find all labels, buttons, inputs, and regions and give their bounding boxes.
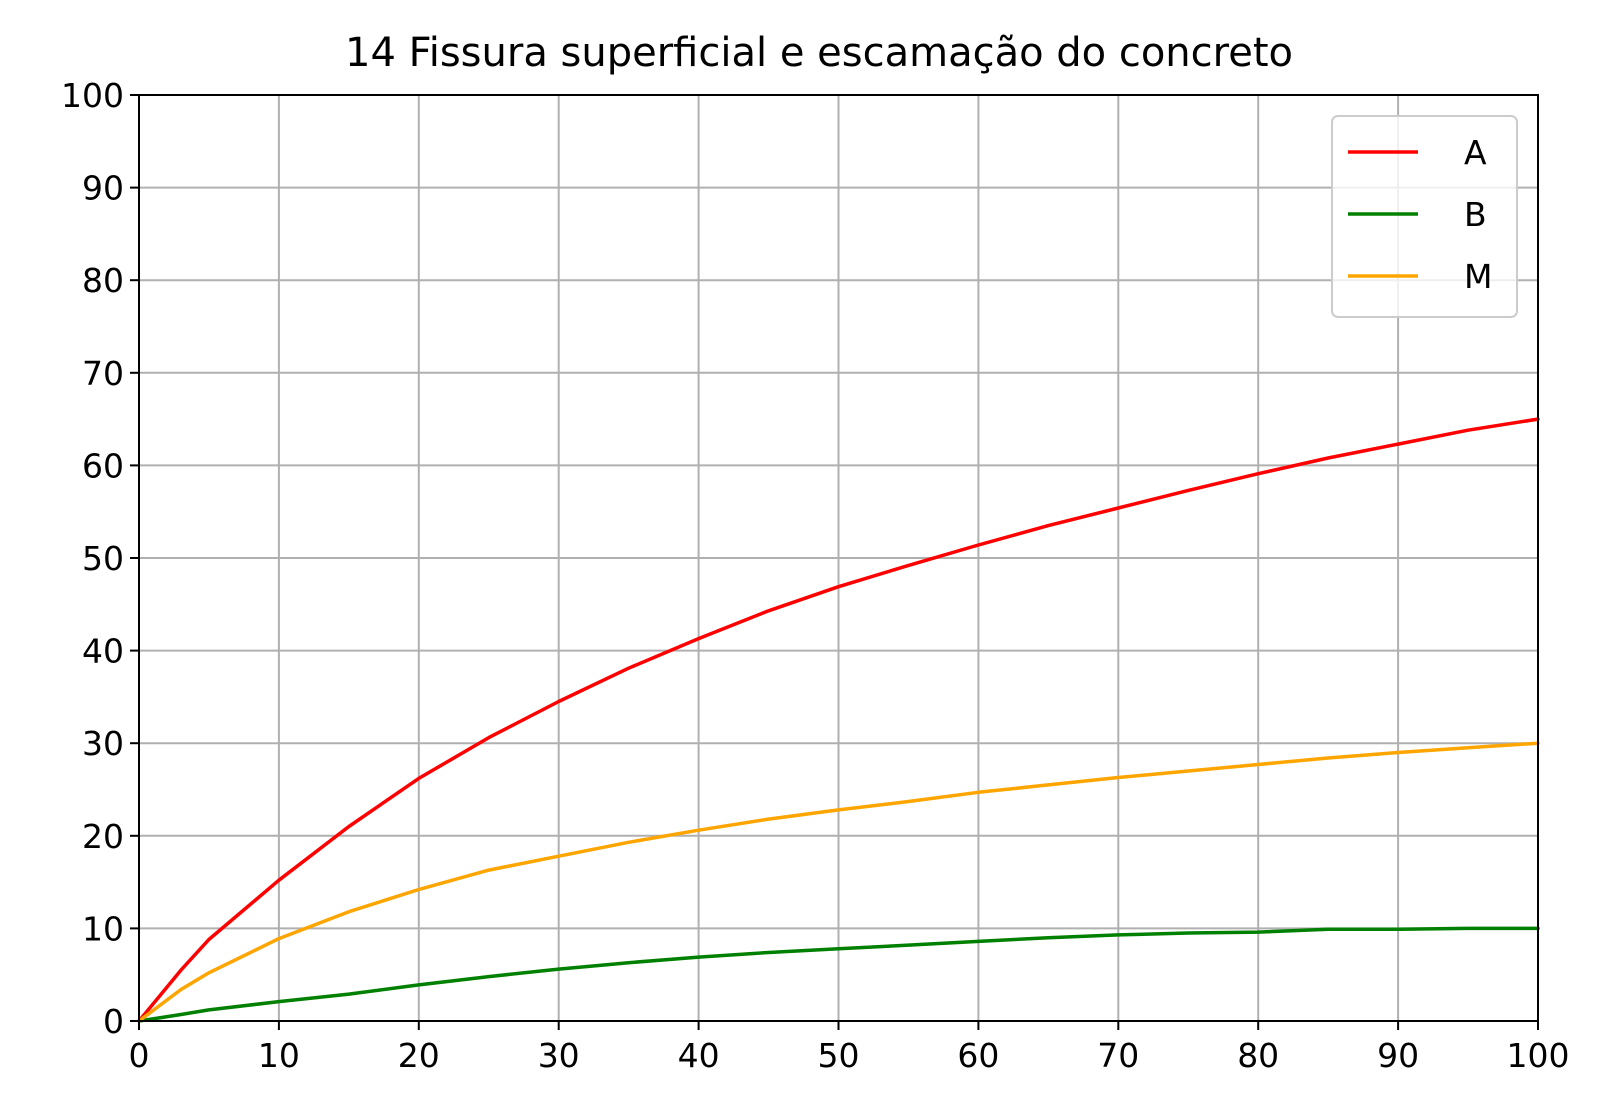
x-tick-label: 0 (129, 1036, 150, 1075)
series-line-b (137, 926, 1540, 1023)
y-tick-label: 20 (82, 817, 124, 856)
y-tick-label: 10 (82, 909, 124, 948)
x-tick-label: 50 (818, 1036, 860, 1075)
x-tick-label: 30 (538, 1036, 580, 1075)
x-tick-label: 10 (258, 1036, 300, 1075)
series-line-a (137, 417, 1540, 1023)
x-tick-label: 80 (1237, 1036, 1279, 1075)
series-group (137, 417, 1540, 1023)
y-tick-label: 100 (61, 76, 124, 115)
x-tick-label: 60 (957, 1036, 999, 1075)
x-tick-label: 70 (1097, 1036, 1139, 1075)
legend-label-a: A (1464, 133, 1487, 172)
legend-label-m: M (1464, 257, 1492, 296)
x-tick-label: 100 (1507, 1036, 1570, 1075)
y-tick-label: 50 (82, 539, 124, 578)
legend-label-b: B (1464, 195, 1487, 234)
legend-box (1331, 115, 1518, 318)
y-tick-label: 30 (82, 724, 124, 763)
y-tick-label: 40 (82, 632, 124, 671)
y-tick-label: 90 (82, 169, 124, 208)
axis-ticks: 0 10 20 30 40 50 60 70 80 90 100 0 10 20 30 40 50 60 70 80 9… (61, 76, 1570, 1075)
x-tick-label: 90 (1377, 1036, 1419, 1075)
y-tick-label: 70 (82, 354, 124, 393)
y-tick-label: 80 (82, 261, 124, 300)
series-line-m (137, 741, 1540, 1023)
y-tick-label: 60 (82, 446, 124, 485)
y-tick-label: 0 (103, 1002, 124, 1041)
chart-title: 14 Fissura superficial e escamação do co… (345, 30, 1293, 76)
legend: ABM (1331, 115, 1518, 318)
x-tick-label: 40 (678, 1036, 720, 1075)
x-tick-label: 20 (398, 1036, 440, 1075)
